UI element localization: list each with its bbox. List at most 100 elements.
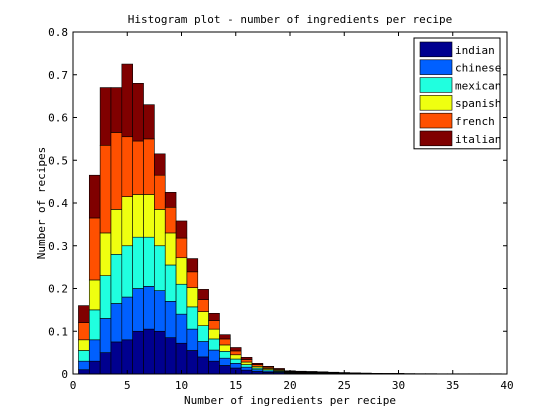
- y-tick-label: 0.7: [48, 69, 68, 82]
- bar-mexican-10: [176, 284, 187, 314]
- chart-title: Histogram plot - number of ingredients p…: [128, 13, 453, 26]
- bar-italian-9: [165, 192, 176, 207]
- bar-italian-19: [274, 368, 285, 369]
- bar-mexican-11: [187, 307, 198, 329]
- bar-mexican-6: [133, 237, 144, 288]
- bar-indian-6: [133, 331, 144, 374]
- bar-spanish-12: [198, 312, 209, 326]
- legend-label-indian: indian: [455, 44, 495, 57]
- bar-spanish-7: [144, 194, 155, 237]
- bar-french-6: [133, 141, 144, 194]
- bar-chinese-13: [209, 350, 220, 361]
- bar-mexican-5: [122, 246, 133, 297]
- bar-italian-15: [230, 348, 241, 351]
- bar-mexican-7: [144, 237, 155, 286]
- bar-spanish-3: [100, 233, 111, 276]
- y-tick-label: 0: [61, 368, 68, 381]
- bar-italian-7: [144, 105, 155, 139]
- bar-chinese-16: [241, 367, 252, 370]
- bar-spanish-15: [230, 355, 241, 359]
- x-tick-label: 30: [392, 379, 405, 392]
- bar-chinese-15: [230, 363, 241, 368]
- bar-indian-9: [165, 338, 176, 374]
- x-tick-label: 5: [124, 379, 131, 392]
- y-tick-label: 0.4: [48, 197, 68, 210]
- bar-chinese-9: [165, 301, 176, 337]
- bar-italian-2: [89, 175, 100, 218]
- bar-mexican-9: [165, 265, 176, 301]
- bar-french-1: [78, 323, 89, 340]
- bar-indian-3: [100, 353, 111, 374]
- bar-indian-8: [154, 331, 165, 374]
- bar-spanish-16: [241, 362, 252, 365]
- bar-mexican-13: [209, 339, 220, 350]
- bar-indian-2: [89, 361, 100, 374]
- bar-spanish-4: [111, 209, 122, 254]
- x-tick-label: 0: [70, 379, 77, 392]
- bar-indian-14: [219, 365, 230, 374]
- bar-mexican-12: [198, 326, 209, 342]
- bar-french-14: [219, 339, 230, 345]
- y-tick-label: 0.5: [48, 154, 68, 167]
- bar-french-3: [100, 145, 111, 233]
- legend: indianchinesemexicanspanishfrenchitalian: [414, 38, 501, 149]
- bar-indian-13: [209, 361, 220, 374]
- bar-chinese-10: [176, 314, 187, 343]
- x-tick-label: 35: [446, 379, 459, 392]
- bar-french-9: [165, 207, 176, 233]
- x-tick-label: 15: [229, 379, 242, 392]
- x-tick-label: 25: [338, 379, 351, 392]
- legend-swatch-spanish: [420, 95, 452, 110]
- bar-french-11: [187, 272, 198, 288]
- bar-chinese-5: [122, 297, 133, 340]
- bar-indian-12: [198, 357, 209, 374]
- bar-chinese-14: [219, 358, 230, 365]
- bar-mexican-3: [100, 276, 111, 319]
- bar-italian-12: [198, 289, 209, 299]
- y-axis-label: Number of recipes: [35, 147, 48, 260]
- bar-french-15: [230, 351, 241, 355]
- bar-indian-4: [111, 342, 122, 374]
- legend-swatch-mexican: [420, 78, 452, 93]
- bar-mexican-2: [89, 310, 100, 340]
- y-tick-label: 0.3: [48, 240, 68, 253]
- legend-swatch-italian: [420, 131, 452, 146]
- bar-french-8: [154, 175, 165, 209]
- bar-indian-11: [187, 350, 198, 374]
- bar-spanish-8: [154, 209, 165, 245]
- bar-italian-8: [154, 154, 165, 175]
- bar-italian-1: [78, 306, 89, 323]
- bar-indian-1: [78, 370, 89, 374]
- bar-spanish-11: [187, 288, 198, 307]
- legend-swatch-indian: [420, 42, 452, 57]
- bar-indian-10: [176, 343, 187, 374]
- bar-chinese-4: [111, 303, 122, 341]
- legend-label-italian: italian: [455, 133, 501, 146]
- bar-spanish-6: [133, 194, 144, 237]
- bar-french-7: [144, 139, 155, 195]
- bar-indian-16: [241, 370, 252, 374]
- legend-swatch-chinese: [420, 60, 452, 75]
- bar-indian-7: [144, 329, 155, 374]
- bar-italian-14: [219, 335, 230, 339]
- bar-italian-17: [252, 363, 263, 364]
- bar-italian-5: [122, 64, 133, 137]
- bar-spanish-2: [89, 280, 100, 310]
- bar-french-5: [122, 137, 133, 197]
- y-tick-label: 0.8: [48, 26, 68, 39]
- legend-label-chinese: chinese: [455, 62, 501, 75]
- bar-spanish-10: [176, 258, 187, 285]
- bar-indian-5: [122, 340, 133, 374]
- legend-label-spanish: spanish: [455, 97, 501, 110]
- bar-spanish-14: [219, 345, 230, 351]
- bar-mexican-8: [154, 246, 165, 291]
- bar-italian-16: [241, 357, 252, 359]
- y-tick-label: 0.2: [48, 283, 68, 296]
- legend-swatch-french: [420, 113, 452, 128]
- bar-chinese-6: [133, 289, 144, 332]
- bar-french-10: [176, 238, 187, 258]
- bar-italian-6: [133, 83, 144, 141]
- bar-chinese-11: [187, 329, 198, 350]
- bar-italian-11: [187, 259, 198, 272]
